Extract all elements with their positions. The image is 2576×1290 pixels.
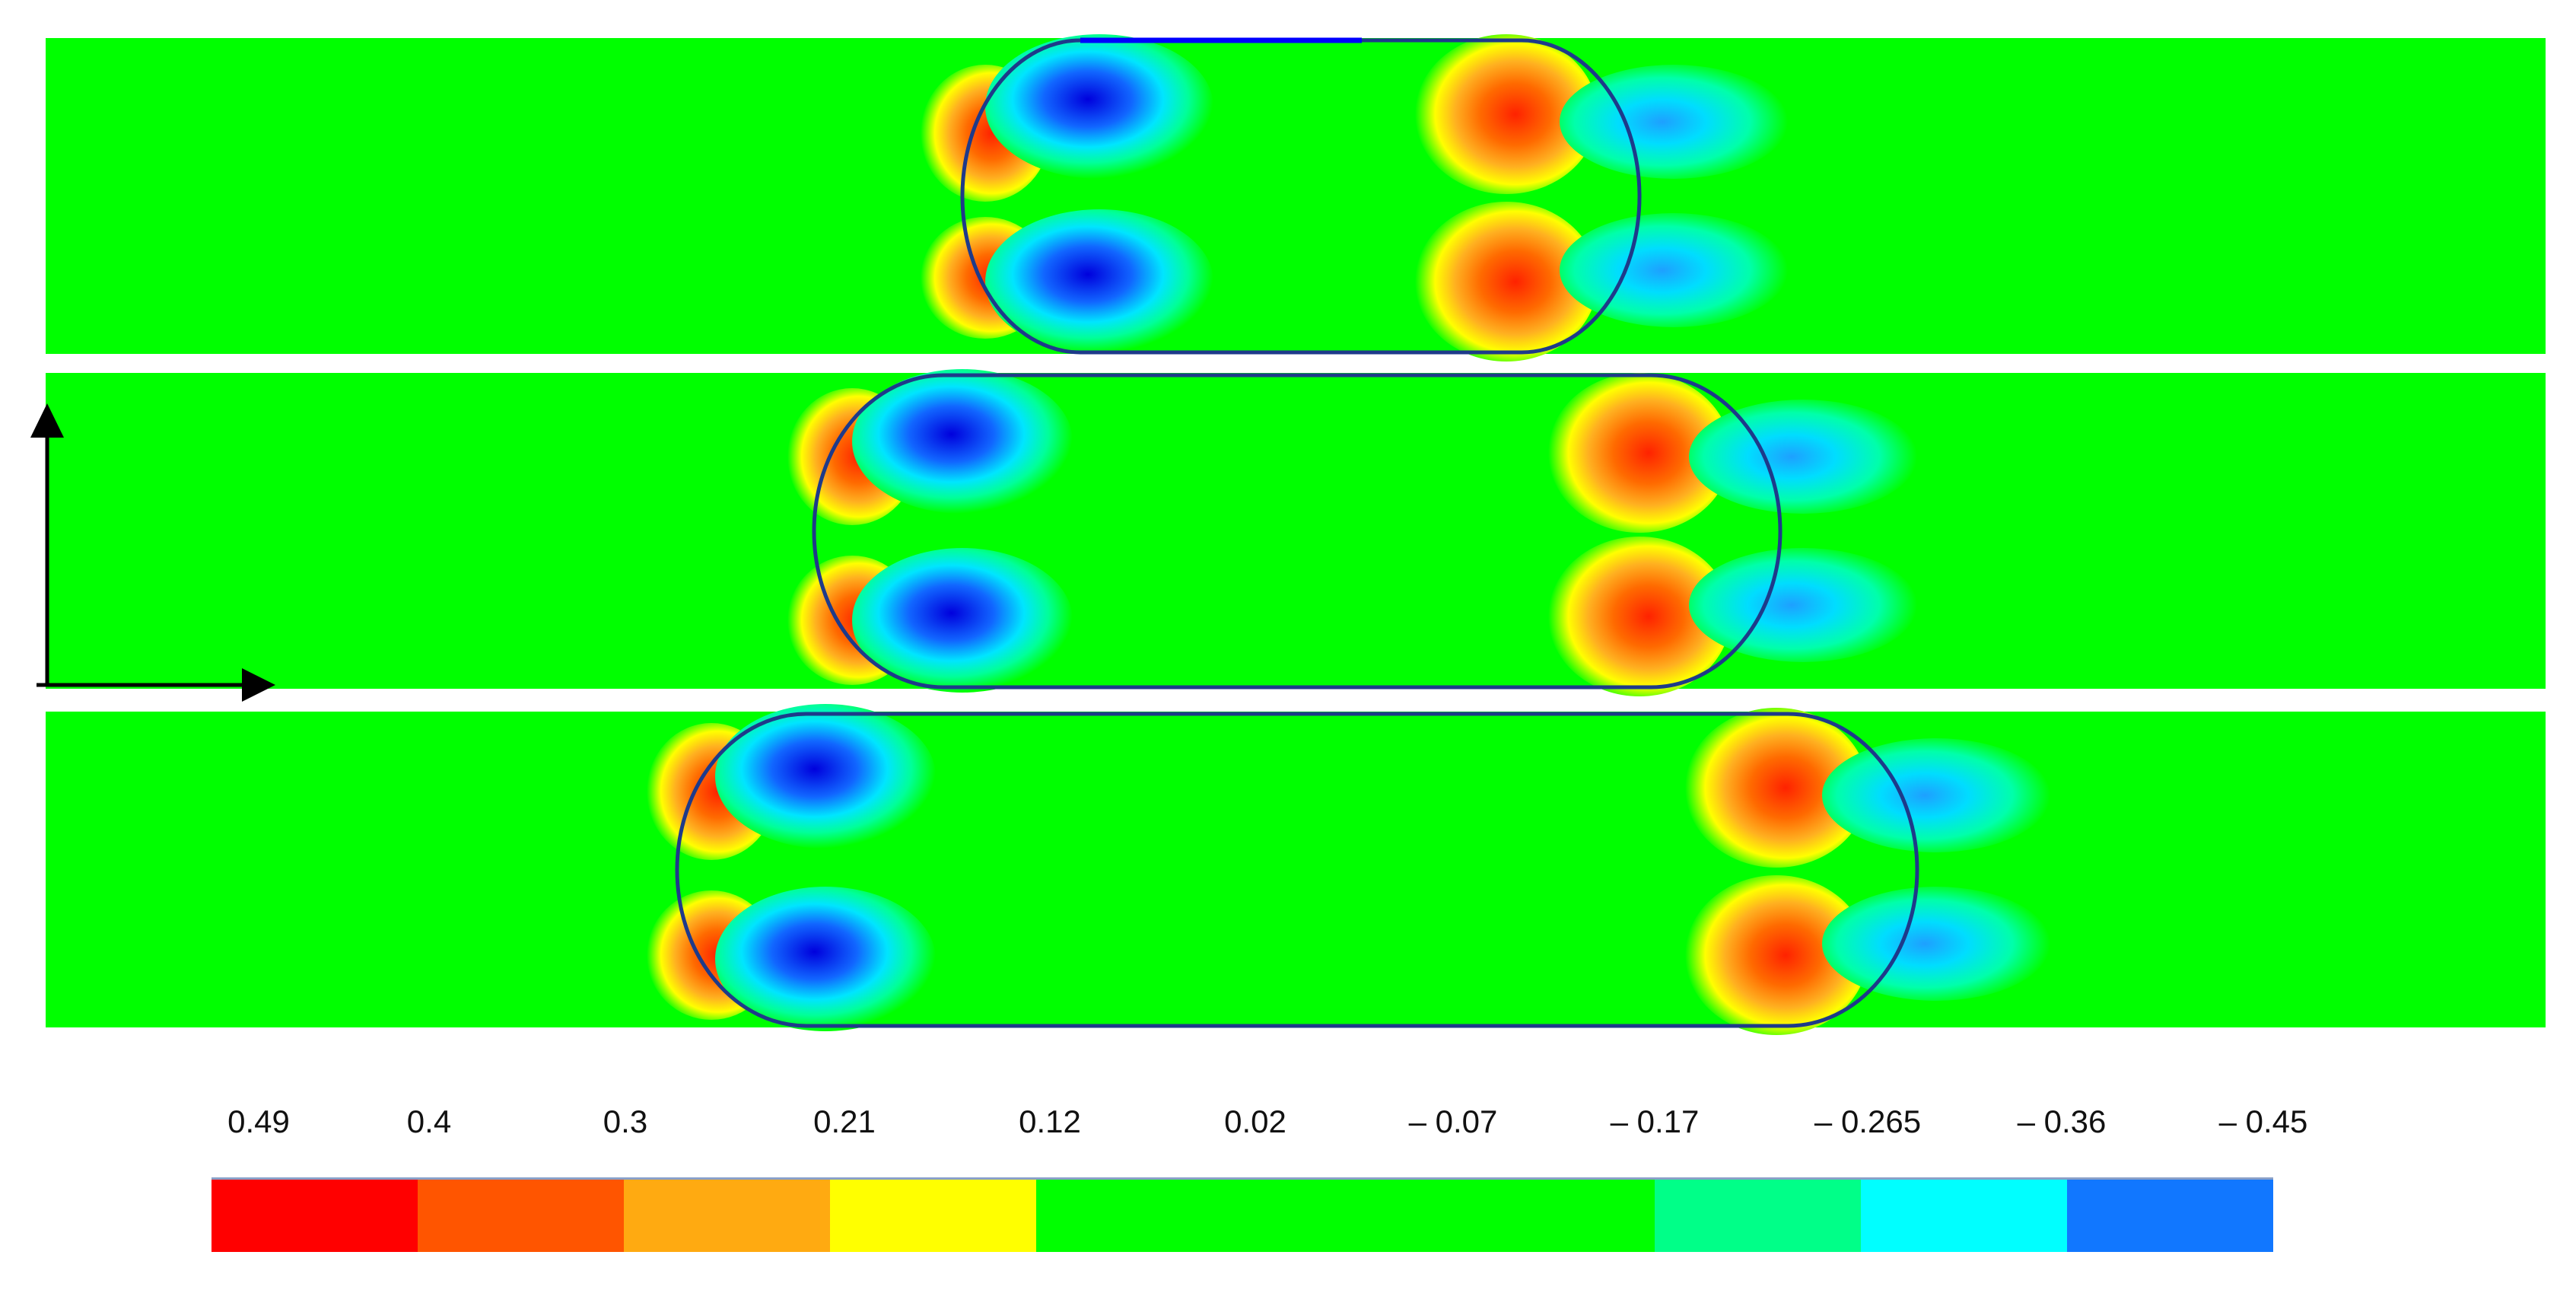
- cold-lobe-weak: [1689, 548, 1917, 662]
- cold-lobe: [852, 548, 1073, 693]
- warm-lobe: [1548, 373, 1731, 533]
- cold-lobe: [715, 704, 936, 849]
- warm-lobe: [1548, 537, 1731, 696]
- panel-bottom-field: [46, 712, 2546, 1027]
- legend-label: – 0.265: [1814, 1104, 1922, 1139]
- legend-swatch: [830, 1180, 1036, 1252]
- panel-top-field: [46, 38, 2546, 354]
- legend-label: 0.21: [813, 1104, 876, 1139]
- cold-lobe-weak: [1560, 65, 1788, 179]
- legend-swatch: [1449, 1180, 1655, 1252]
- cold-lobe-weak: [1689, 400, 1917, 514]
- warm-lobe: [1415, 34, 1598, 194]
- cold-lobe: [985, 209, 1213, 354]
- legend-swatch: [211, 1180, 418, 1252]
- axes-indicator: [30, 403, 275, 702]
- legend-swatch: [418, 1180, 624, 1252]
- legend-swatch: [1242, 1180, 1449, 1252]
- legend-swatch: [1861, 1180, 2067, 1252]
- legend-label: – 0.07: [1408, 1104, 1498, 1139]
- panel-bottom: [46, 704, 2546, 1035]
- legend-label: 0.3: [603, 1104, 648, 1139]
- bubble-interface: [812, 373, 1783, 690]
- cold-lobe: [852, 369, 1073, 514]
- cold-lobe: [985, 34, 1213, 179]
- up-arrow-icon: [30, 403, 64, 438]
- legend-label: – 0.17: [1610, 1104, 1700, 1139]
- bubble-interface: [675, 712, 1919, 1028]
- legend-label: – 0.45: [2218, 1104, 2308, 1139]
- panel-middle-field: [46, 373, 2546, 689]
- legend-swatch: [624, 1180, 830, 1252]
- legend-label: – 0.36: [2017, 1104, 2107, 1139]
- legend-label: 0.49: [227, 1104, 290, 1139]
- cold-lobe: [715, 887, 936, 1031]
- warm-lobe: [1415, 202, 1598, 362]
- panel-middle: [46, 369, 2546, 696]
- panel-top: [46, 34, 2546, 362]
- bubble-interface: [960, 38, 1642, 355]
- legend-swatch: [1655, 1180, 1861, 1252]
- cold-lobe-weak: [1560, 213, 1788, 327]
- legend-swatch: [2067, 1180, 2273, 1252]
- warm-lobe: [1685, 875, 1868, 1035]
- legend-label: 0.02: [1224, 1104, 1286, 1139]
- legend-label: 0.12: [1019, 1104, 1081, 1139]
- right-arrow-icon: [242, 668, 275, 702]
- warm-lobe: [1685, 708, 1868, 868]
- legend-swatch: [1036, 1180, 1242, 1252]
- color-legend-bar: [211, 1177, 2273, 1252]
- cold-lobe-weak: [1822, 738, 2050, 852]
- cold-lobe-weak: [1822, 887, 2050, 1001]
- legend-label: 0.4: [406, 1104, 452, 1139]
